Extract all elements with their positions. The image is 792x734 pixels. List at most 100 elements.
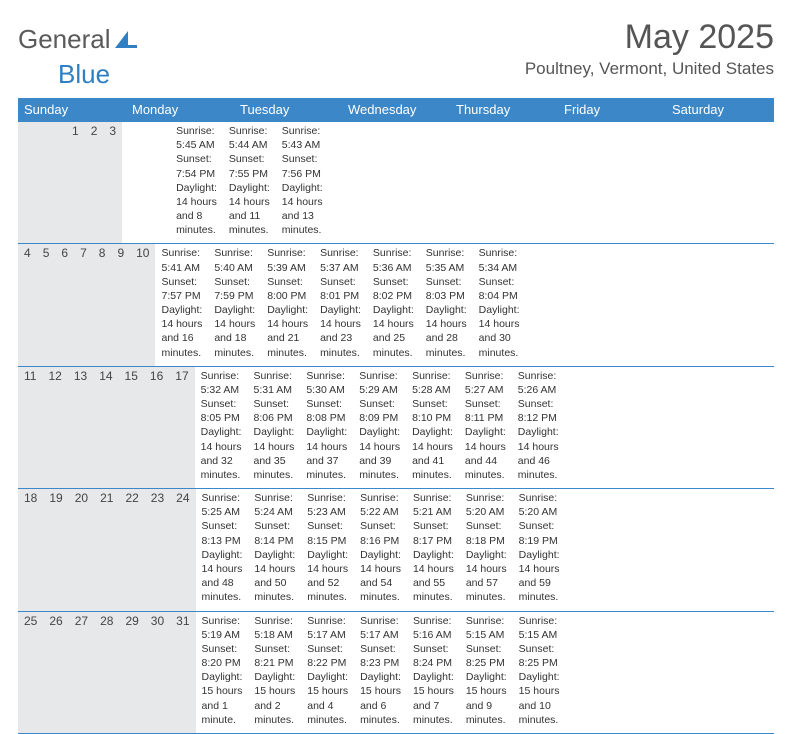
- daylight-text: Daylight: 14 hours and 54 minutes.: [360, 548, 401, 605]
- day-number: 20: [69, 489, 94, 610]
- sunrise-text: Sunrise: 5:23 AM: [307, 491, 348, 519]
- day-content: Sunrise: 5:29 AMSunset: 8:09 PMDaylight:…: [353, 367, 406, 488]
- daylight-text: Daylight: 14 hours and 52 minutes.: [307, 548, 348, 605]
- sunset-text: Sunset: 8:13 PM: [202, 519, 243, 547]
- daylight-text: Daylight: 15 hours and 4 minutes.: [307, 670, 348, 727]
- sunset-text: Sunset: 8:06 PM: [253, 397, 294, 425]
- logo: General: [18, 24, 139, 55]
- sunrise-text: Sunrise: 5:28 AM: [412, 369, 453, 397]
- daylight-text: Daylight: 14 hours and 13 minutes.: [282, 181, 323, 238]
- sunrise-text: Sunrise: 5:26 AM: [518, 369, 559, 397]
- sunset-text: Sunset: 8:22 PM: [307, 642, 348, 670]
- day-number: 23: [145, 489, 170, 610]
- sunrise-text: Sunrise: 5:31 AM: [253, 369, 294, 397]
- content-strip: Sunrise: 5:45 AMSunset: 7:54 PM Daylight:…: [122, 122, 329, 243]
- day-number: 19: [43, 489, 68, 610]
- day-content: Sunrise: 5:41 AMSunset: 7:57 PMDaylight:…: [155, 244, 208, 365]
- sunrise-text: Sunrise: 5:17 AM: [307, 614, 348, 642]
- weekday-mon: Monday: [126, 98, 234, 121]
- daylight-text: Daylight: 14 hours and 21 minutes.: [267, 303, 308, 360]
- day-number: [18, 122, 30, 243]
- day-number: 1: [66, 122, 85, 243]
- sunrise-text: Sunrise: 5:24 AM: [254, 491, 295, 519]
- sunrise-text: Sunrise: 5:22 AM: [360, 491, 401, 519]
- sunrise-text: Sunrise: 5:21 AM: [413, 491, 454, 519]
- content-strip: Sunrise: 5:41 AMSunset: 7:57 PMDaylight:…: [155, 244, 525, 365]
- sunrise-text: Sunrise: 5:32 AM: [201, 369, 242, 397]
- calendar: Sunday Monday Tuesday Wednesday Thursday…: [18, 98, 774, 734]
- sunrise-text: Sunrise: 5:45 AM: [176, 124, 217, 152]
- day-number: 12: [42, 367, 67, 488]
- day-number: 3: [103, 122, 122, 243]
- sunset-text: Sunset: 8:25 PM: [466, 642, 507, 670]
- day-number: 2: [85, 122, 104, 243]
- daylight-text: Daylight: 15 hours and 10 minutes.: [519, 670, 560, 727]
- day-content: Sunrise: 5:20 AMSunset: 8:18 PMDaylight:…: [460, 489, 513, 610]
- day-content: Sunrise: 5:21 AMSunset: 8:17 PMDaylight:…: [407, 489, 460, 610]
- day-number: 16: [144, 367, 169, 488]
- daynum-strip: 25262728293031: [18, 612, 196, 733]
- sunset-text: Sunset: 7:57 PM: [161, 275, 202, 303]
- week-row: 123 Sunrise: 5:45 AMSunset: 7:54 PM Daylig…: [18, 121, 774, 244]
- day-content: Sunrise: 5:17 AMSunset: 8:23 PMDaylight:…: [354, 612, 407, 733]
- daylight-text: Daylight: 14 hours and 37 minutes.: [306, 425, 347, 482]
- sunset-text: Sunset: 7:54 PM: [176, 152, 217, 180]
- day-number: 29: [119, 612, 144, 733]
- day-content: Sunrise: 5:15 AMSunset: 8:25 PMDaylight:…: [513, 612, 566, 733]
- daylight-text: Daylight: 14 hours and 23 minutes.: [320, 303, 361, 360]
- sunrise-text: Sunrise: 5:30 AM: [306, 369, 347, 397]
- sunrise-text: Sunrise: 5:44 AM: [229, 124, 270, 152]
- day-content: Sunrise: 5:27 AMSunset: 8:11 PMDaylight:…: [459, 367, 512, 488]
- day-content: Sunrise: 5:36 AMSunset: 8:02 PMDaylight:…: [367, 244, 420, 365]
- daylight-text: Daylight: 14 hours and 16 minutes.: [161, 303, 202, 360]
- day-number: 17: [169, 367, 194, 488]
- day-number: 6: [55, 244, 74, 365]
- day-number: 21: [94, 489, 119, 610]
- sunset-text: Sunset: 8:08 PM: [306, 397, 347, 425]
- daylight-text: Daylight: 14 hours and 57 minutes.: [466, 548, 507, 605]
- week-row: 11121314151617Sunrise: 5:32 AM Sunset: 8:…: [18, 367, 774, 489]
- day-content: Sunrise: 5:34 AMSunset: 8:04 PMDaylight:…: [473, 244, 526, 365]
- sunrise-text: Sunrise: 5:15 AM: [519, 614, 560, 642]
- weekday-tue: Tuesday: [234, 98, 342, 121]
- sunset-text: Sunset: 8:18 PM: [466, 519, 507, 547]
- sunrise-text: Sunrise: 5:27 AM: [465, 369, 506, 397]
- sunset-text: Sunset: 8:04 PM: [479, 275, 520, 303]
- daynum-strip: 11121314151617: [18, 367, 195, 488]
- day-content: Sunrise: 5:24 AMSunset: 8:14 PMDaylight:…: [248, 489, 301, 610]
- daylight-text: Daylight: 15 hours and 7 minutes.: [413, 670, 454, 727]
- day-number: [42, 122, 54, 243]
- day-content: Sunrise: 5:28 AMSunset: 8:10 PMDaylight:…: [406, 367, 459, 488]
- day-number: 22: [119, 489, 144, 610]
- day-content: Sunrise: 5:22 AMSunset: 8:16 PMDaylight:…: [354, 489, 407, 610]
- day-content: Sunrise: 5:39 AMSunset: 8:00 PMDaylight:…: [261, 244, 314, 365]
- day-number: 26: [43, 612, 68, 733]
- sunrise-text: Sunrise: 5:15 AM: [466, 614, 507, 642]
- sunset-text: Sunset: 8:16 PM: [360, 519, 401, 547]
- week-row: 18192021222324Sunrise: 5:25 AMSunset: 8:…: [18, 489, 774, 611]
- day-number: 9: [111, 244, 130, 365]
- daylight-text: Daylight: 14 hours and 11 minutes.: [229, 181, 270, 238]
- daynum-strip: 123: [18, 122, 122, 243]
- sunset-text: Sunset: 8:20 PM: [202, 642, 243, 670]
- day-content: Sunrise: 5:30 AMSunset: 8:08 PMDaylight:…: [300, 367, 353, 488]
- daylight-text: Daylight: 14 hours and 46 minutes.: [518, 425, 559, 482]
- day-content: Sunrise: 5:17 AMSunset: 8:22 PMDaylight:…: [301, 612, 354, 733]
- day-content: [158, 122, 170, 243]
- sunrise-text: Sunrise: 5:19 AM: [202, 614, 243, 642]
- sunset-text: Sunset: 7:59 PM: [214, 275, 255, 303]
- title-block: May 2025 Poultney, Vermont, United State…: [525, 18, 774, 79]
- day-content: Sunrise: 5:44 AMSunset: 7:55 PMDaylight:…: [223, 122, 276, 243]
- day-number: 8: [93, 244, 112, 365]
- sunset-text: Sunset: 8:10 PM: [412, 397, 453, 425]
- logo-word2: Blue: [58, 59, 110, 89]
- sunrise-text: Sunrise: 5:25 AM: [202, 491, 243, 519]
- daylight-text: Daylight: 14 hours and 28 minutes.: [426, 303, 467, 360]
- daylight-text: Daylight: 14 hours and 25 minutes.: [373, 303, 414, 360]
- sunrise-text: Sunrise: 5:37 AM: [320, 246, 361, 274]
- sunrise-text: Sunrise: 5:41 AM: [161, 246, 202, 274]
- sunrise-text: Sunrise: 5:35 AM: [426, 246, 467, 274]
- day-content: Sunrise: 5:45 AMSunset: 7:54 PMDaylight:…: [170, 122, 223, 243]
- month-title: May 2025: [525, 18, 774, 57]
- sunset-text: Sunset: 8:02 PM: [373, 275, 414, 303]
